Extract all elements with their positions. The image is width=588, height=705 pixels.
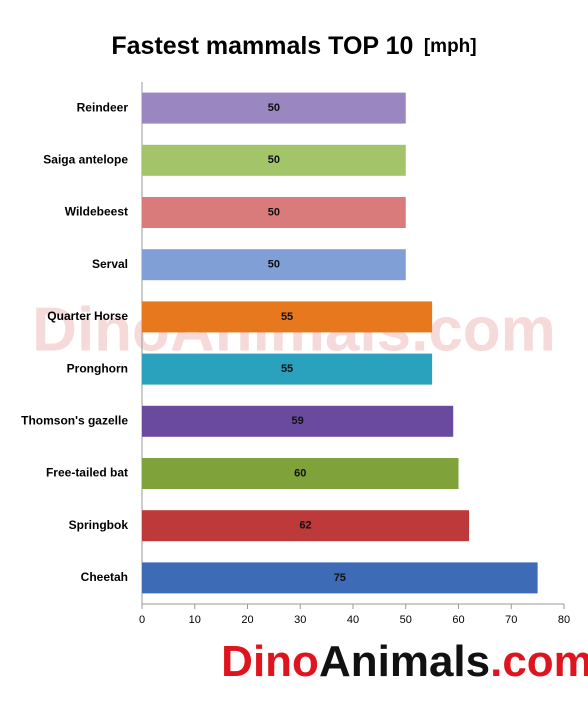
bar [142, 510, 470, 542]
plot-area: 0 10 20 30 40 50 60 70 80 Reindeer 50 Saiga antelop… [21, 82, 570, 626]
y-tick-label: Quarter Horse [47, 309, 128, 323]
logo-part: .com [490, 637, 588, 686]
x-tick-label: 0 [139, 614, 145, 626]
y-tick-label: Springbok [69, 518, 129, 532]
y-tick-label: Pronghorn [67, 361, 128, 375]
data-label: 55 [281, 311, 293, 323]
data-label: 59 [291, 415, 303, 427]
y-tick-label: Cheetah [81, 570, 128, 584]
bar [142, 405, 454, 437]
y-tick-label: Thomson's gazelle [21, 413, 128, 427]
bar [142, 144, 406, 176]
data-label: 50 [268, 259, 280, 271]
logo: DinoAnimals.com [221, 637, 588, 686]
y-tick-label: Serval [92, 257, 128, 271]
x-tick-label: 10 [189, 614, 201, 626]
unit: [mph] [424, 36, 477, 57]
x-tick-label: 20 [241, 614, 253, 626]
data-label: 75 [334, 572, 346, 584]
data-label: 55 [281, 363, 293, 375]
x-tick-label: 40 [347, 614, 359, 626]
logo-part: Dino [221, 637, 319, 686]
data-label: 50 [268, 154, 280, 166]
bar [142, 562, 538, 594]
y-tick-label: Reindeer [77, 100, 129, 114]
data-label: 50 [268, 206, 280, 218]
bar [142, 92, 406, 124]
x-tick-label: 80 [558, 614, 570, 626]
bar [142, 197, 406, 228]
data-label: 62 [299, 520, 311, 532]
x-tick-label: 70 [505, 614, 517, 626]
y-tick-label: Wildebeest [65, 205, 128, 219]
logo-part: Animals [319, 637, 490, 686]
y-tick-label: Free-tailed bat [46, 466, 128, 480]
bar [142, 458, 459, 489]
y-tick-label: Saiga antelope [43, 152, 128, 166]
x-tick-label: 60 [452, 614, 464, 626]
bar [142, 353, 433, 385]
chart-title: Fastest mammals TOP 10 [111, 32, 413, 60]
bar [142, 301, 433, 333]
data-label: 50 [268, 102, 280, 114]
x-tick-label: 50 [400, 614, 412, 626]
bar [142, 249, 406, 281]
data-label: 60 [294, 467, 306, 479]
chart-title-group: Fastest mammals TOP 10 [mph] [111, 32, 476, 60]
x-tick-label: 30 [294, 614, 306, 626]
